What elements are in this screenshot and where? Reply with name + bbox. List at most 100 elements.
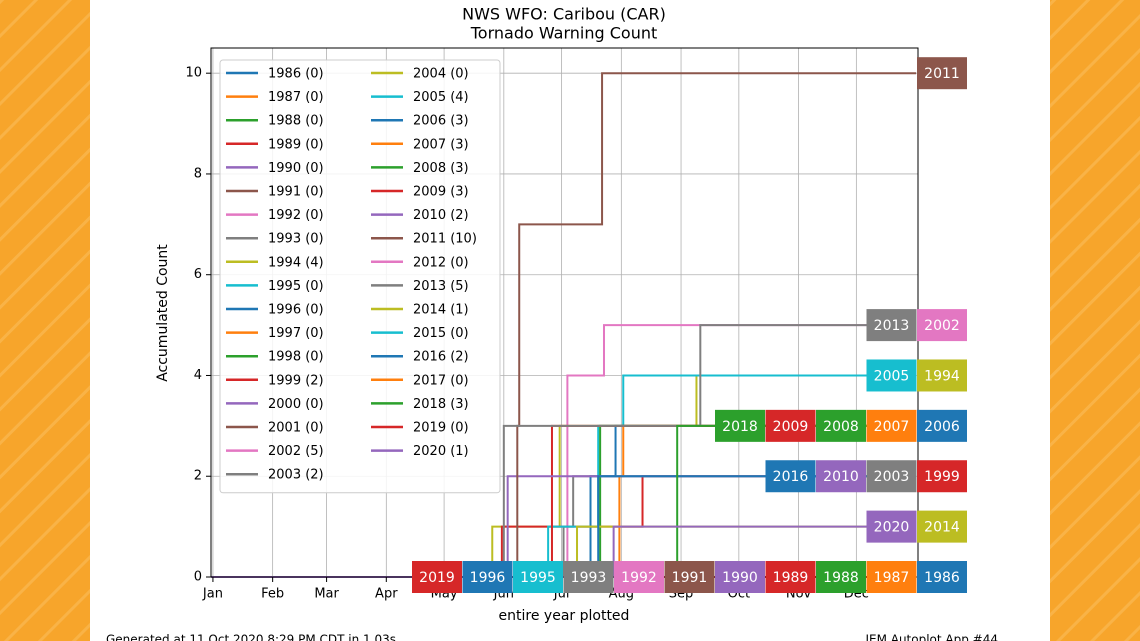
end-label: 2008 (823, 419, 859, 435)
end-label-box (866, 409, 917, 442)
left-border (0, 0, 90, 641)
end-label: 1994 (924, 368, 960, 384)
series-line (211, 72, 917, 578)
legend-box (219, 59, 501, 494)
legend-label: 2001 (0) (268, 421, 324, 436)
end-label: 2003 (874, 469, 910, 485)
end-label-box (866, 510, 917, 543)
chart-subtitle: Tornado Warning Count (470, 24, 658, 43)
legend-label: 2015 (0) (413, 326, 469, 341)
y-tick-label: 6 (194, 267, 202, 282)
end-label-box (917, 309, 967, 342)
legend-label: 2016 (2) (413, 350, 469, 365)
legend-label: 2013 (5) (413, 279, 469, 294)
end-label: 2013 (874, 318, 910, 334)
end-label-box (765, 460, 816, 493)
end-label-box (917, 359, 967, 392)
end-label-box (917, 409, 967, 442)
end-label: 1989 (773, 570, 809, 586)
legend-label: 2020 (1) (413, 444, 469, 459)
end-label: 2018 (722, 419, 758, 435)
end-label: 1996 (470, 570, 506, 586)
end-label-box (866, 359, 917, 392)
legend-label: 1987 (0) (268, 90, 324, 105)
end-label: 2020 (874, 520, 910, 536)
end-label-box (866, 460, 917, 493)
end-label: 2016 (773, 469, 809, 485)
end-label-box (462, 561, 513, 593)
chart-title: NWS WFO: Caribou (CAR) (462, 5, 666, 24)
end-label: 1993 (571, 570, 607, 586)
end-label: 2002 (924, 318, 960, 334)
legend-label: 2007 (3) (413, 137, 469, 152)
footer-left: Generated at 11 Oct 2020 8:29 PM CDT in … (106, 633, 396, 641)
end-label-box (866, 561, 917, 593)
end-label-box (715, 561, 765, 593)
end-label-box (816, 460, 866, 493)
legend-label: 2005 (4) (413, 90, 469, 105)
legend-label: 2017 (0) (413, 373, 469, 388)
end-label: 1995 (520, 570, 556, 586)
x-axis-label: entire year plotted (499, 608, 630, 624)
legend-label: 1991 (0) (268, 185, 324, 200)
end-label-box (866, 309, 917, 342)
legend-label: 2003 (2) (268, 468, 324, 483)
footer-right: IEM Autoplot App #44 (865, 633, 998, 641)
legend-label: 1999 (2) (268, 373, 324, 388)
end-label: 1999 (924, 469, 960, 485)
legend-label: 1993 (0) (268, 232, 324, 247)
legend-label: 2008 (3) (413, 161, 469, 176)
x-tick-label: Jan (202, 587, 223, 602)
legend-label: 2006 (3) (413, 114, 469, 129)
end-label-box (715, 409, 765, 442)
legend-label: 2009 (3) (413, 185, 469, 200)
y-tick-label: 10 (185, 66, 202, 81)
x-tick-label: Mar (314, 587, 339, 602)
end-label: 2009 (773, 419, 809, 435)
legend-label: 1995 (0) (268, 279, 324, 294)
legend-label: 2002 (5) (268, 444, 324, 459)
end-label-box (614, 561, 664, 593)
legend-label: 1986 (0) (268, 67, 324, 82)
end-labels: 1986 1987 1988 1989 1990 1991 1992 1993 1994 1995… (412, 57, 967, 593)
end-label-box (917, 561, 967, 593)
end-label: 2006 (924, 419, 960, 435)
end-label: 1991 (672, 570, 708, 586)
legend-label: 2018 (3) (413, 397, 469, 412)
legend-label: 1996 (0) (268, 303, 324, 318)
end-label: 2007 (874, 419, 910, 435)
end-label: 1987 (874, 570, 910, 586)
end-label: 2011 (924, 66, 960, 82)
legend-label: 2011 (10) (413, 232, 477, 247)
end-label: 1992 (621, 570, 657, 586)
legend-label: 2014 (1) (413, 303, 469, 318)
end-label-box (513, 561, 563, 593)
legend: 1986 (0) 1987 (0) 1988 (0) 1989 (0) 1990 (0)… (219, 59, 501, 494)
legend-label: 1992 (0) (268, 208, 324, 223)
y-axis-label: Accumulated Count (155, 244, 171, 382)
x-tick-label: Feb (261, 587, 284, 602)
legend-label: 2000 (0) (268, 397, 324, 412)
legend-label: 2019 (0) (413, 421, 469, 436)
legend-label: 2010 (2) (413, 208, 469, 223)
end-label: 1986 (924, 570, 960, 586)
end-label-box (917, 510, 967, 543)
y-tick-label: 8 (194, 166, 202, 181)
right-border (1050, 0, 1140, 641)
legend-label: 1994 (4) (268, 255, 324, 270)
legend-label: 1988 (0) (268, 114, 324, 129)
legend-label: 2012 (0) (413, 255, 469, 270)
end-label: 2010 (823, 469, 859, 485)
end-label-box (917, 460, 967, 493)
end-label-box (412, 561, 462, 593)
legend-label: 1990 (0) (268, 161, 324, 176)
x-tick-label: Apr (375, 587, 398, 602)
end-label: 2019 (419, 570, 455, 586)
end-label: 1988 (823, 570, 859, 586)
end-label-box (917, 57, 967, 90)
end-label-box (664, 561, 715, 593)
end-label-box (765, 561, 816, 593)
end-label-box (816, 409, 866, 442)
legend-label: 1998 (0) (268, 350, 324, 365)
